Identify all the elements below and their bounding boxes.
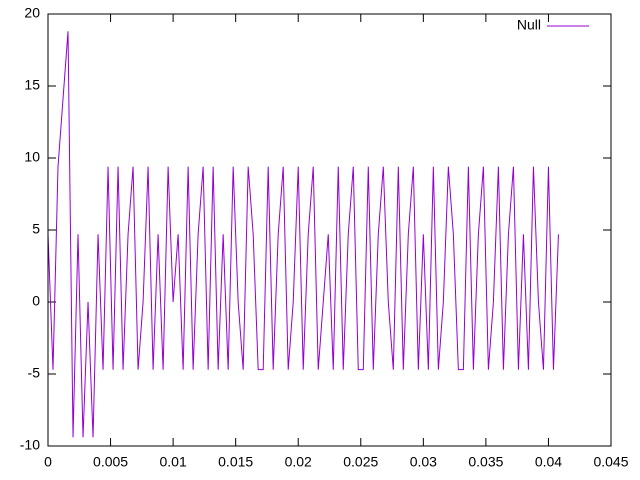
x-tick-label: 0 [44,454,52,470]
x-tick-label: 0.005 [93,454,128,470]
x-tick-label: 0.04 [535,454,562,470]
x-tick-label: 0.02 [285,454,312,470]
x-tick-label: 0.045 [593,454,628,470]
y-tick-label: -5 [28,365,41,381]
plot-border [47,13,612,447]
y-tick-label: 5 [32,221,40,237]
y-tick-label: 0 [32,293,40,309]
x-tick-label: 0.035 [468,454,503,470]
x-tick-label: 0.03 [410,454,437,470]
data-line [47,31,559,438]
y-tick-label: -10 [20,437,40,453]
legend-label: Null [517,17,541,33]
y-tick-label: 15 [24,77,40,93]
y-tick-label: 20 [24,5,40,21]
y-tick-label: 10 [24,149,40,165]
x-tick-label: 0.01 [159,454,186,470]
x-tick-label: 0.025 [343,454,378,470]
x-tick-label: 0.015 [218,454,253,470]
